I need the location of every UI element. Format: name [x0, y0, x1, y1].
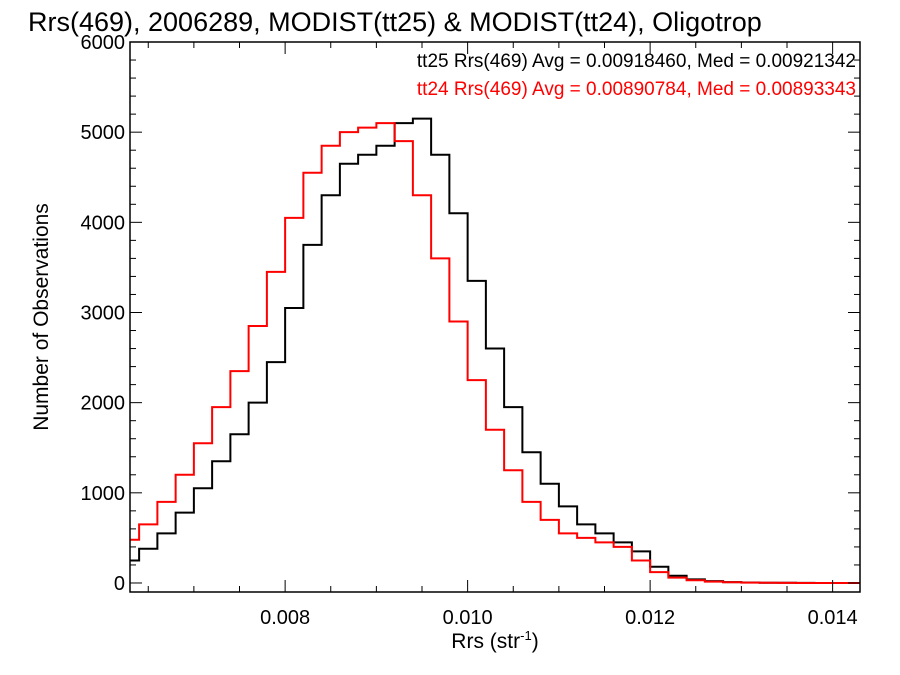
- x-tick-label: 0.010: [443, 607, 493, 629]
- y-tick-label: 4000: [81, 212, 126, 234]
- series-line-tt25: [130, 117, 860, 584]
- x-axis-label-suffix: ): [532, 630, 539, 653]
- series-line-tt24: [130, 122, 860, 584]
- x-tick-label: 0.014: [808, 607, 858, 629]
- legend-entry-tt25: tt25 Rrs(469) Avg = 0.00918460, Med = 0.…: [417, 51, 856, 72]
- x-axis: 0.008 0.010 0.012 0.014: [147, 42, 858, 629]
- x-axis-label: Rrs (str-1): [451, 628, 538, 653]
- legend-entry-tt24: tt24 Rrs(469) Avg = 0.00890784, Med = 0.…: [417, 79, 856, 100]
- plot-frame: [129, 41, 861, 593]
- series-layer: [130, 117, 860, 584]
- y-axis-label: Number of Observations: [30, 203, 53, 431]
- x-tick-label: 0.008: [260, 607, 310, 629]
- y-tick-label: 1000: [81, 483, 126, 505]
- y-tick-label: 2000: [81, 393, 126, 415]
- x-axis-label-main: Rrs (str: [451, 630, 520, 653]
- chart-title: Rrs(469), 2006289, MODIST(tt25) & MODIST…: [28, 7, 762, 37]
- y-tick-label: 5000: [81, 122, 126, 144]
- x-tick-label: 0.012: [625, 607, 675, 629]
- y-axis: 0 1000 2000 3000 4000 5000 6000: [81, 32, 860, 595]
- x-axis-label-superscript: -1: [520, 628, 532, 643]
- y-tick-label: 3000: [81, 302, 126, 324]
- y-tick-label: 6000: [81, 32, 126, 54]
- y-tick-label: 0: [114, 573, 125, 595]
